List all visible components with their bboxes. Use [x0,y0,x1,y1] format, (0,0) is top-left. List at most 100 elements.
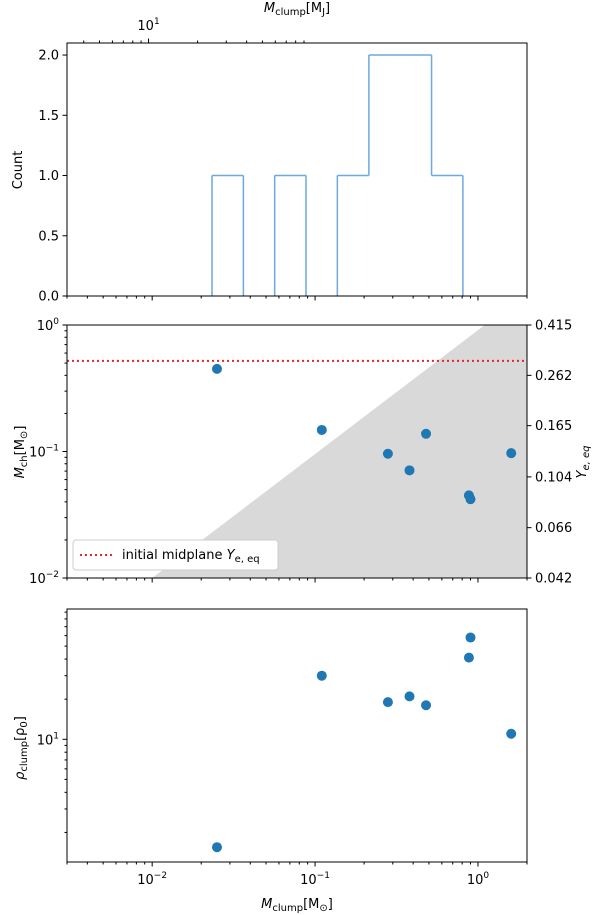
mch-ylabel-unit: [M [13,439,28,455]
mch-right-ylabel-sub: e, eq [581,446,592,471]
mch-y-tick-label-exp: −1 [46,444,59,454]
mch-right-ylabel-main: Y [575,469,590,478]
x-tick-label-base: 10 [467,873,484,888]
top-x-tick-label-exp: 1 [154,17,160,27]
rho-points [211,632,517,853]
hist-y-ticks: 0.0 0.5 1.0 1.5 2.0 [38,49,67,305]
x-tick-label: 10−1 [300,871,330,888]
hist-y-tick-label: 0.5 [38,229,59,244]
mch-point [421,428,432,439]
rho-ylabel-unit-sub: 0 [19,721,30,727]
mch-right-ylabel: Ye, eq [575,446,592,479]
hist-top-xlabel-close: ] [325,1,330,16]
rho-xlabel-main: M [261,897,272,912]
mch-ylabel-unit-sub: ⊙ [19,431,30,439]
rho-xlabel-unit-sub: ⊙ [319,903,327,914]
rho-point [382,697,393,708]
mch-point [404,465,415,476]
x-tick-label: 10−2 [137,871,167,888]
rho-point [211,842,222,853]
x-tick-label-exp: 0 [483,871,489,881]
mch-legend: initial midplane Ye, eq [72,539,279,571]
legend-label-main: Y [227,548,236,563]
mch-y-tick-label: 100 [37,317,60,334]
rho-ylabel-main: ρ [13,771,28,780]
rho-ylabel: ρclump[ρ0] [13,716,30,780]
hist-frame [66,42,528,297]
rho-ylabel-sub: clump [19,741,30,772]
rho-point [465,632,476,643]
mch-point [506,448,517,459]
mch-right-y-tick-label: 0.262 [535,369,572,384]
hist-steps [211,54,464,296]
rho-point [421,700,432,711]
hist-y-tick-label: 1.5 [38,109,59,124]
rho-x-ticks: 10−2 10−1 100 [66,862,528,888]
hist-bottom-ticks [66,296,528,301]
hist-y-tick-label: 1.0 [38,169,59,184]
x-tick-label-base: 10 [137,873,154,888]
legend-label: initial midplane Ye, eq [122,548,260,565]
hist-bar [337,176,369,296]
hist-y-tick-label: 2.0 [38,49,59,64]
hist-top-xlabel-unit-sub: J [321,7,325,18]
x-tick-label: 100 [467,871,490,888]
rho-point [463,652,474,663]
mch-ylabel-close: ] [13,426,28,431]
hist-top-xlabel-main: M [264,1,275,16]
rho-panel: 101 10−2 10−1 100 ρclump[ρ0] Mclump[M⊙] [13,608,528,914]
rho-xlabel-unit: [M [303,897,319,912]
rho-point [316,670,327,681]
histogram-panel: Mclump[MJ] 10−1100101 0.0 0.5 1.0 1.5 2.0 Co… [11,1,528,305]
top-x-tick-label-base: 10 [137,19,154,34]
mch-right-y-tick-label: 0.415 [535,319,572,334]
hist-bar [275,176,306,296]
mch-right-y-tick-label: 0.042 [535,572,572,587]
mch-point [316,424,327,435]
mch-y-tick-label-base: 10 [37,319,54,334]
x-tick-label-exp: −1 [317,871,330,881]
hist-bar [212,176,243,296]
hist-top-xlabel-sub: clump [275,7,306,18]
rho-ylabel-unit: [ρ [13,728,28,741]
hist-step-outline [211,54,464,296]
rho-y-tick-label-exp: 1 [53,731,59,741]
legend-label-prefix: initial midplane [122,548,227,563]
rho-xlabel-close: ] [328,897,333,912]
legend-label-sub: e, eq [235,554,260,565]
hist-bar [432,176,463,296]
rho-y-tick-label-base: 10 [37,733,54,748]
mch-ylabel-sub: ch [19,455,30,467]
hist-top-axis-ticks: 10−1100101 [83,17,305,43]
hist-top-axis-title: Mclump[MJ] [264,1,330,18]
hist-bar [400,55,431,296]
mch-point [211,363,222,374]
mch-y-tick-label-base: 10 [29,446,46,461]
mch-ylabel-main: M [13,467,28,478]
rho-y-ticks: 101 [37,611,67,833]
mch-x-ticks [66,578,528,583]
mch-right-y-tick-label: 0.104 [535,470,572,485]
mch-right-y-tick-label: 0.165 [535,419,572,434]
mch-right-y-ticks: 0.415 0.262 0.165 0.104 0.066 0.042 [527,319,572,587]
rho-frame [66,608,528,863]
rho-y-tick-label: 101 [37,731,59,748]
mch-y-tick-label: 10−2 [29,570,59,587]
mch-point [382,448,393,459]
hist-y-tick-label: 0.0 [38,290,59,305]
mch-y-tick-label-base: 10 [29,572,46,587]
rho-xlabel: Mclump[M⊙] [261,897,333,914]
mch-shaded-region [152,325,527,578]
mch-frame [66,324,528,579]
mch-ylabel: Mch[M⊙] [13,426,30,479]
mch-y-tick-label-exp: −2 [46,570,59,580]
rho-point [506,728,517,739]
x-tick-label-exp: −2 [154,871,167,881]
mch-point [465,494,476,505]
legend-box [72,539,279,571]
rho-point [404,691,415,702]
top-x-tick-label: 101 [137,17,159,34]
